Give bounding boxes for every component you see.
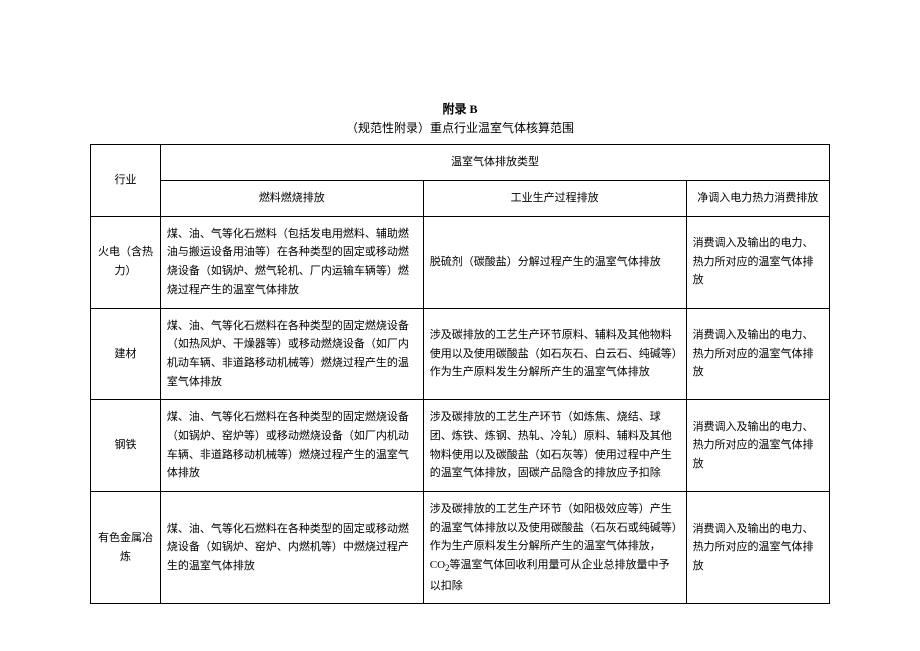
- header-emission-type: 温室气体排放类型: [160, 145, 829, 181]
- header-net: 净调入电力热力消费排放: [686, 181, 829, 217]
- table-row: 有色金属冶炼 煤、油、气等化石燃料在各种类型的固定或移动燃烧设备（如锅炉、窑炉、…: [91, 492, 830, 604]
- cell-net: 消费调入及输出的电力、热力所对应的温室气体排放: [686, 400, 829, 492]
- cell-industry: 钢铁: [91, 400, 161, 492]
- cell-process: 脱硫剂（碳酸盐）分解过程产生的温室气体排放: [423, 216, 686, 308]
- cell-net: 消费调入及输出的电力、热力所对应的温室气体排放: [686, 216, 829, 308]
- cell-fuel: 煤、油、气等化石燃料在各种类型的固定或移动燃烧设备（如锅炉、窑炉、内燃机等）中燃…: [160, 492, 423, 604]
- table-row: 建材 煤、油、气等化石燃料在各种类型的固定燃烧设备（如热风炉、干燥器等）或移动燃…: [91, 308, 830, 400]
- title-block: 附录 B （规范性附录）重点行业温室气体核算范围: [90, 100, 830, 138]
- cell-net: 消费调入及输出的电力、热力所对应的温室气体排放: [686, 308, 829, 400]
- appendix-label: 附录 B: [90, 100, 830, 119]
- cell-fuel: 煤、油、气等化石燃料（包括发电用燃料、辅助燃油与搬运设备用油等）在各种类型的固定…: [160, 216, 423, 308]
- cell-process: 涉及碳排放的工艺生产环节原料、辅料及其他物料使用以及使用碳酸盐（如石灰石、白云石…: [423, 308, 686, 400]
- cell-process: 涉及碳排放的工艺生产环节（如阳极效应等）产生的温室气体排放以及使用碳酸盐（石灰石…: [423, 492, 686, 604]
- document-page: 附录 B （规范性附录）重点行业温室气体核算范围 行业 温室气体排放类型 燃料燃…: [0, 0, 920, 644]
- cell-process-post: 等温室气体回收利用量可从企业总排放量中予以扣除: [430, 559, 670, 591]
- cell-industry: 有色金属冶炼: [91, 492, 161, 604]
- header-process: 工业生产过程排放: [423, 181, 686, 217]
- cell-fuel: 煤、油、气等化石燃料在各种类型的固定燃烧设备（如锅炉、窑炉等）或移动燃烧设备（如…: [160, 400, 423, 492]
- header-industry: 行业: [91, 145, 161, 216]
- cell-industry: 火电（含热力）: [91, 216, 161, 308]
- cell-fuel: 煤、油、气等化石燃料在各种类型的固定燃烧设备（如热风炉、干燥器等）或移动燃烧设备…: [160, 308, 423, 400]
- table-row: 火电（含热力） 煤、油、气等化石燃料（包括发电用燃料、辅助燃油与搬运设备用油等）…: [91, 216, 830, 308]
- cell-industry: 建材: [91, 308, 161, 400]
- scope-table: 行业 温室气体排放类型 燃料燃烧排放 工业生产过程排放 净调入电力热力消费排放 …: [90, 144, 830, 604]
- table-row: 钢铁 煤、油、气等化石燃料在各种类型的固定燃烧设备（如锅炉、窑炉等）或移动燃烧设…: [91, 400, 830, 492]
- header-fuel: 燃料燃烧排放: [160, 181, 423, 217]
- cell-process: 涉及碳排放的工艺生产环节（如炼焦、烧结、球团、炼铁、炼钢、热轧、冷轧）原料、辅料…: [423, 400, 686, 492]
- appendix-subtitle: （规范性附录）重点行业温室气体核算范围: [90, 119, 830, 138]
- cell-net: 消费调入及输出的电力、热力所对应的温室气体排放: [686, 492, 829, 604]
